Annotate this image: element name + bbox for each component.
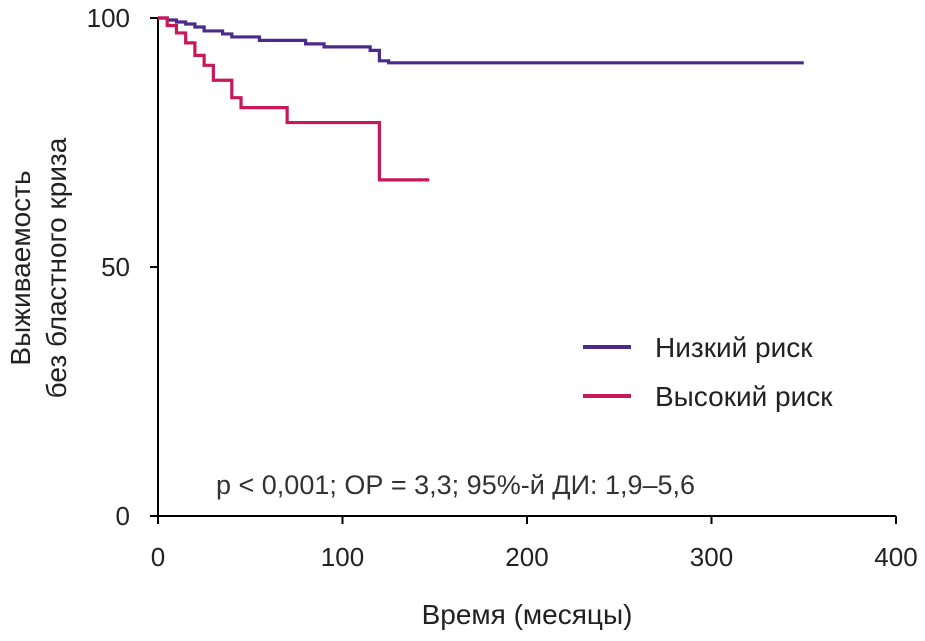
series-line-high-risk <box>158 16 430 182</box>
x-tick-label-400: 400 <box>874 542 917 572</box>
y-axis-title: Выживаемость без бластного криза <box>5 137 72 398</box>
stats-annotation: p < 0,001; ОР = 3,3; 95%-й ДИ: 1,9–5,6 <box>216 470 695 500</box>
x-tick-label-100: 100 <box>321 542 364 572</box>
y-axis-title-line-1: Выживаемость <box>5 170 36 365</box>
y-tick-label-100: 100 <box>87 3 130 33</box>
series-line-low-risk <box>158 16 804 65</box>
legend-label-low-risk: Низкий риск <box>655 332 813 363</box>
series-layer <box>158 16 804 182</box>
legend-label-high-risk: Высокий риск <box>655 381 833 412</box>
y-axis-title-line-2: без бластного криза <box>41 137 72 398</box>
x-tick-label-200: 200 <box>505 542 548 572</box>
y-tick-label-50: 50 <box>101 252 130 282</box>
x-axis-title: Время (месяцы) <box>422 599 633 630</box>
axis-ticks: 0 100 200 300 400 0 50 100 <box>87 3 918 572</box>
legend: Низкий риск Высокий риск <box>583 332 833 412</box>
y-tick-label-0: 0 <box>116 501 130 531</box>
x-tick-label-300: 300 <box>690 542 733 572</box>
x-tick-label-0: 0 <box>151 542 165 572</box>
